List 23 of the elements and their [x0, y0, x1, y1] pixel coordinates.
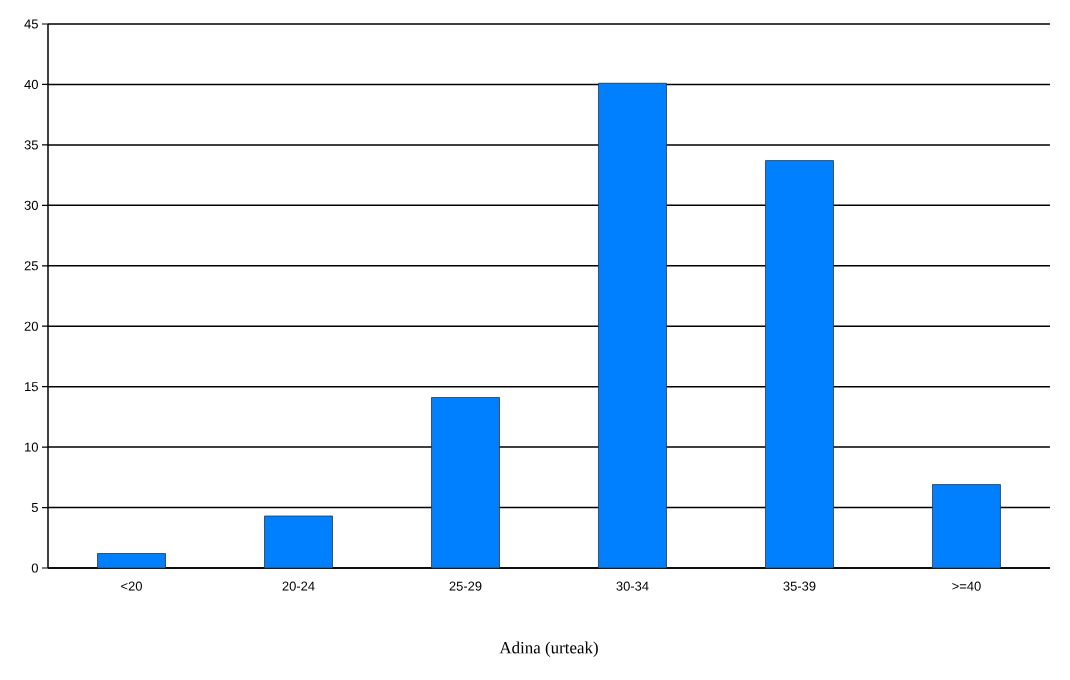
y-tick-label: 40 — [24, 79, 38, 90]
bar — [932, 484, 1001, 569]
x-tick-label: 30-34 — [616, 581, 649, 591]
bar — [97, 553, 166, 569]
bar — [598, 82, 667, 569]
y-tick-label: 25 — [24, 261, 38, 271]
bar — [765, 160, 834, 569]
y-tick-label: 10 — [25, 442, 38, 452]
y-tick-label: 0 — [31, 563, 38, 573]
bar — [431, 397, 500, 569]
y-tick-label: 30 — [24, 200, 38, 210]
x-tick-label: 35-39 — [783, 581, 816, 591]
bar — [264, 515, 333, 569]
y-tick-label: 5 — [31, 503, 38, 513]
x-axis-title: Adina (urteak) — [499, 641, 598, 657]
y-tick-label: 20 — [24, 321, 38, 331]
y-tick-label: 35 — [24, 140, 38, 150]
x-tick-label: 25-29 — [449, 581, 482, 591]
y-tick-label: 15 — [25, 382, 38, 392]
x-tick-label: <20 — [121, 581, 142, 591]
x-tick-label: 20-24 — [282, 581, 315, 591]
y-tick-label: 45 — [24, 19, 38, 29]
x-tick-label: >=40 — [952, 581, 981, 591]
